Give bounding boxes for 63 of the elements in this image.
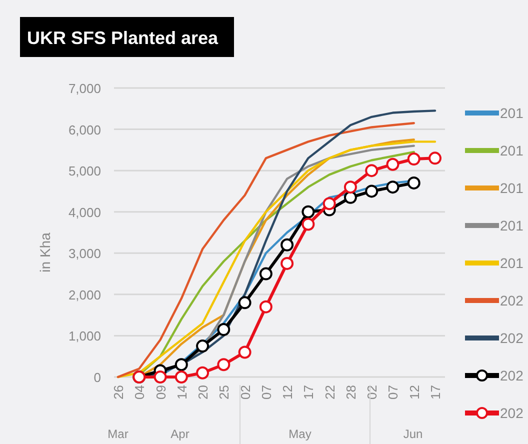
point (238, 296, 252, 310)
x-tick-label: 09 (153, 385, 168, 400)
x-tick-label: 07 (386, 385, 401, 400)
x-tick-label: 12 (280, 385, 296, 400)
point (280, 256, 294, 270)
chart-title: UKR SFS Planted area (27, 28, 220, 48)
legend-label: 201 (500, 218, 524, 234)
point (238, 346, 252, 359)
point (365, 184, 378, 198)
legend-label: 201 (500, 105, 524, 121)
y-tick-label: 7,000 (68, 81, 101, 96)
point (386, 180, 400, 194)
point (386, 158, 400, 171)
y-tick-label: 3,000 (68, 246, 101, 262)
point (365, 164, 378, 178)
point (428, 152, 442, 165)
point (302, 205, 315, 218)
point (344, 190, 357, 204)
y-tick-label: 0 (94, 370, 101, 385)
text: Mar (108, 427, 128, 441)
x-tick-label: 17 (428, 385, 443, 400)
legend-label: 201 (500, 255, 524, 271)
y-tick-label: 6,000 (68, 122, 101, 138)
legend-label: 202 (500, 368, 524, 384)
point (196, 340, 210, 353)
point (196, 366, 210, 380)
x-tick-label: 20 (196, 385, 211, 400)
x-tick-label: 22 (322, 385, 338, 400)
legend-label: 201 (500, 180, 524, 196)
text: May (288, 427, 312, 441)
point (280, 238, 294, 252)
x-tick-label: 04 (132, 385, 148, 400)
x-tick-label: 17 (301, 385, 316, 400)
legend-label: 202 (500, 292, 524, 308)
point (217, 358, 230, 372)
x-tick-label: 14 (174, 385, 190, 400)
y-axis-title: in Kha (37, 232, 53, 272)
point (259, 267, 272, 280)
point (302, 218, 315, 231)
point (322, 197, 336, 210)
legend-label: 202 (500, 330, 524, 346)
text: Jun (403, 427, 423, 441)
legend-label: 201 (500, 142, 524, 158)
point (217, 323, 230, 336)
point (344, 180, 357, 194)
y-tick-label: 5,000 (68, 164, 101, 179)
x-tick-label: 28 (343, 385, 358, 400)
point (259, 300, 272, 314)
x-tick-label: 02 (238, 385, 253, 400)
y-tick-label: 4,000 (68, 204, 101, 220)
x-tick-label: 12 (406, 385, 422, 400)
point (174, 358, 188, 372)
point (174, 370, 188, 384)
point (407, 152, 420, 166)
point (154, 370, 167, 384)
x-tick-label: 07 (258, 385, 274, 400)
text: Apr (170, 427, 190, 441)
y-tick-label: 2,000 (68, 287, 101, 302)
y-tick-label: 1,000 (68, 328, 101, 344)
x-tick-label: 26 (111, 385, 126, 400)
x-tick-label: 25 (216, 385, 232, 400)
point (407, 176, 420, 190)
legend-label: 202 (500, 405, 524, 421)
